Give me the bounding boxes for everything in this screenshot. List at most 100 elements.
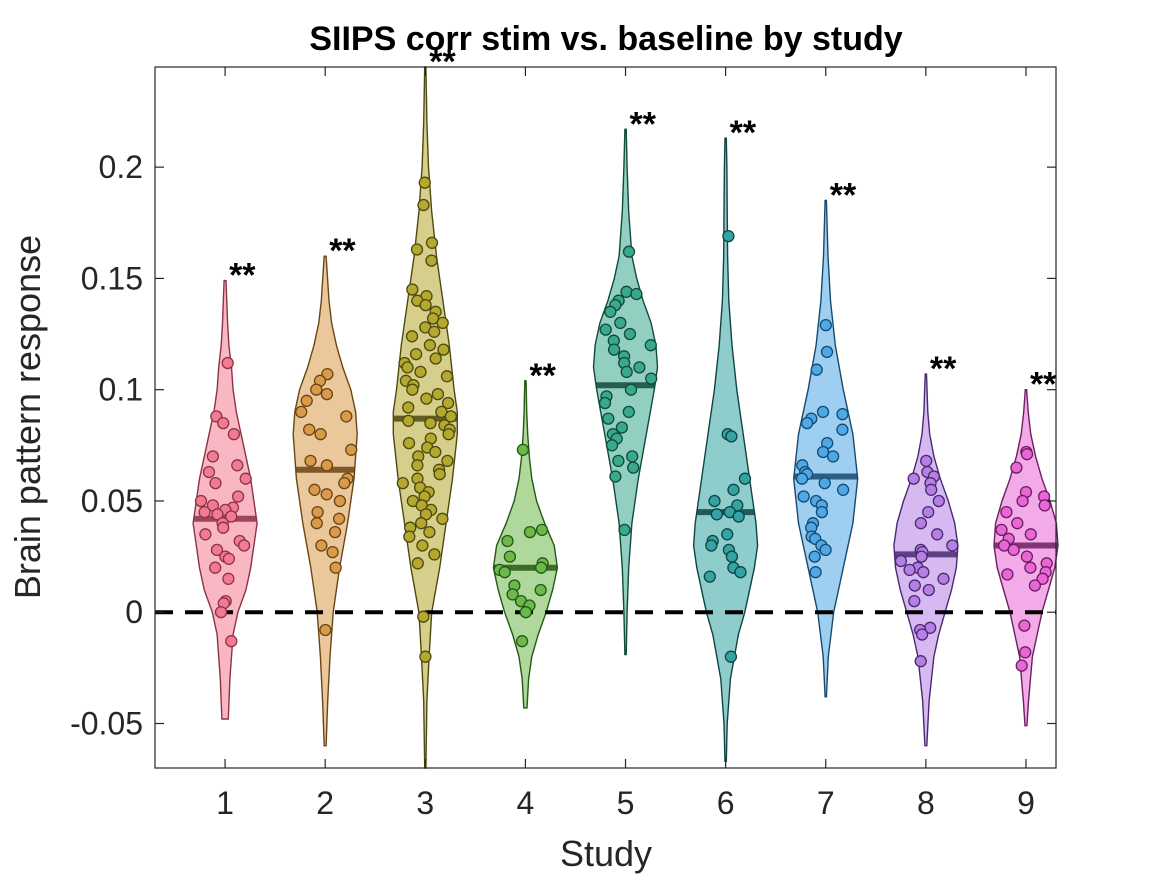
data-point-study-3 xyxy=(415,517,428,530)
data-point-study-8 xyxy=(894,554,908,568)
data-point-study-3 xyxy=(402,401,415,414)
data-point-study-4 xyxy=(516,443,530,456)
data-point-study-2 xyxy=(310,517,323,530)
data-point-study-3 xyxy=(444,410,458,423)
data-point-study-6 xyxy=(732,510,745,523)
data-point-study-3 xyxy=(410,243,424,256)
data-point-study-1 xyxy=(222,552,236,565)
data-point-study-7 xyxy=(819,543,832,557)
data-point-study-5 xyxy=(599,323,612,336)
data-point-study-5 xyxy=(623,327,637,341)
data-point-study-2 xyxy=(303,423,316,436)
data-point-study-2 xyxy=(300,394,313,407)
data-point-study-6 xyxy=(727,483,740,496)
data-point-study-3 xyxy=(441,454,454,468)
violin-study-2 xyxy=(292,255,358,747)
data-point-study-1 xyxy=(209,476,222,490)
data-point-study-8 xyxy=(907,472,920,485)
data-point-study-3 xyxy=(428,325,441,338)
data-point-study-8 xyxy=(922,583,935,597)
data-point-study-5 xyxy=(602,412,615,425)
data-point-study-1 xyxy=(221,356,234,370)
data-point-study-6 xyxy=(703,570,716,583)
data-point-study-1 xyxy=(222,572,235,585)
data-point-study-5 xyxy=(622,245,636,258)
x-tick-label: 3 xyxy=(416,785,434,821)
significance-marker-study-7: ** xyxy=(830,177,857,215)
data-point-study-9 xyxy=(1000,505,1013,519)
significance-marker-study-5: ** xyxy=(630,105,657,143)
data-point-study-2 xyxy=(311,505,324,519)
data-point-study-3 xyxy=(411,557,424,570)
chart-title: SIIPS corr stim vs. baseline by study xyxy=(309,20,902,58)
data-point-study-2 xyxy=(332,512,346,525)
data-point-study-3 xyxy=(419,298,432,312)
data-point-study-5 xyxy=(609,470,622,483)
data-point-study-3 xyxy=(402,414,415,427)
data-point-study-7 xyxy=(816,405,830,419)
data-point-study-7 xyxy=(810,363,823,376)
violin-study-1 xyxy=(192,279,258,720)
data-point-study-3 xyxy=(424,416,437,430)
data-point-study-8 xyxy=(908,594,921,608)
data-point-study-3 xyxy=(440,370,454,383)
x-tick-label: 8 xyxy=(917,785,935,821)
data-point-study-6 xyxy=(738,472,752,485)
data-point-study-5 xyxy=(626,450,639,463)
data-point-study-3 xyxy=(420,392,433,405)
data-point-study-9 xyxy=(1020,550,1034,563)
data-point-study-7 xyxy=(808,550,821,563)
data-point-study-3 xyxy=(417,610,430,623)
significance-marker-study-1: ** xyxy=(229,257,256,295)
data-point-study-2 xyxy=(340,410,353,423)
data-point-study-9 xyxy=(1036,572,1049,585)
data-point-study-8 xyxy=(922,505,935,519)
data-point-study-2 xyxy=(315,539,328,552)
points-layer xyxy=(194,176,1053,672)
data-point-study-9 xyxy=(1024,561,1037,574)
data-point-study-5 xyxy=(615,421,629,434)
data-point-study-3 xyxy=(403,530,416,543)
data-point-study-8 xyxy=(915,628,929,641)
data-point-study-1 xyxy=(231,490,245,503)
data-point-study-9 xyxy=(1001,568,1014,581)
data-point-study-4 xyxy=(515,635,529,648)
data-point-study-1 xyxy=(211,508,224,521)
x-tick-label: 9 xyxy=(1017,785,1035,821)
data-point-study-1 xyxy=(217,521,230,534)
data-point-study-7 xyxy=(800,416,814,430)
data-point-study-2 xyxy=(329,561,342,574)
data-point-study-2 xyxy=(304,454,317,468)
data-point-study-3 xyxy=(425,254,438,267)
data-point-study-7 xyxy=(809,566,822,579)
data-point-study-9 xyxy=(1011,517,1024,530)
data-point-study-7 xyxy=(836,408,849,421)
data-point-study-3 xyxy=(406,383,419,396)
data-point-study-5 xyxy=(607,343,621,356)
data-point-study-8 xyxy=(914,655,927,668)
data-point-study-3 xyxy=(436,316,449,330)
data-point-study-7 xyxy=(797,490,810,503)
significance-marker-study-8: ** xyxy=(930,350,957,388)
data-point-study-8 xyxy=(914,517,928,530)
data-point-study-6 xyxy=(710,508,723,521)
data-point-study-1 xyxy=(231,459,244,472)
data-point-study-2 xyxy=(295,405,308,419)
data-point-study-8 xyxy=(932,494,945,508)
data-point-study-1 xyxy=(194,494,208,508)
significance-marker-study-6: ** xyxy=(730,114,757,152)
significance-marker-study-4: ** xyxy=(529,357,556,395)
x-tick-label: 7 xyxy=(817,785,835,821)
data-point-study-4 xyxy=(506,588,519,601)
x-axis-label: Study xyxy=(560,833,652,874)
data-point-study-9 xyxy=(1019,646,1032,659)
data-point-study-6 xyxy=(722,229,735,243)
data-point-study-4 xyxy=(535,561,548,574)
data-point-study-2 xyxy=(338,476,351,490)
data-point-study-3 xyxy=(423,339,437,352)
data-point-study-9 xyxy=(1015,659,1028,672)
data-point-study-5 xyxy=(598,396,612,410)
y-tick-label: 0.05 xyxy=(81,483,143,519)
data-point-study-3 xyxy=(429,445,442,459)
